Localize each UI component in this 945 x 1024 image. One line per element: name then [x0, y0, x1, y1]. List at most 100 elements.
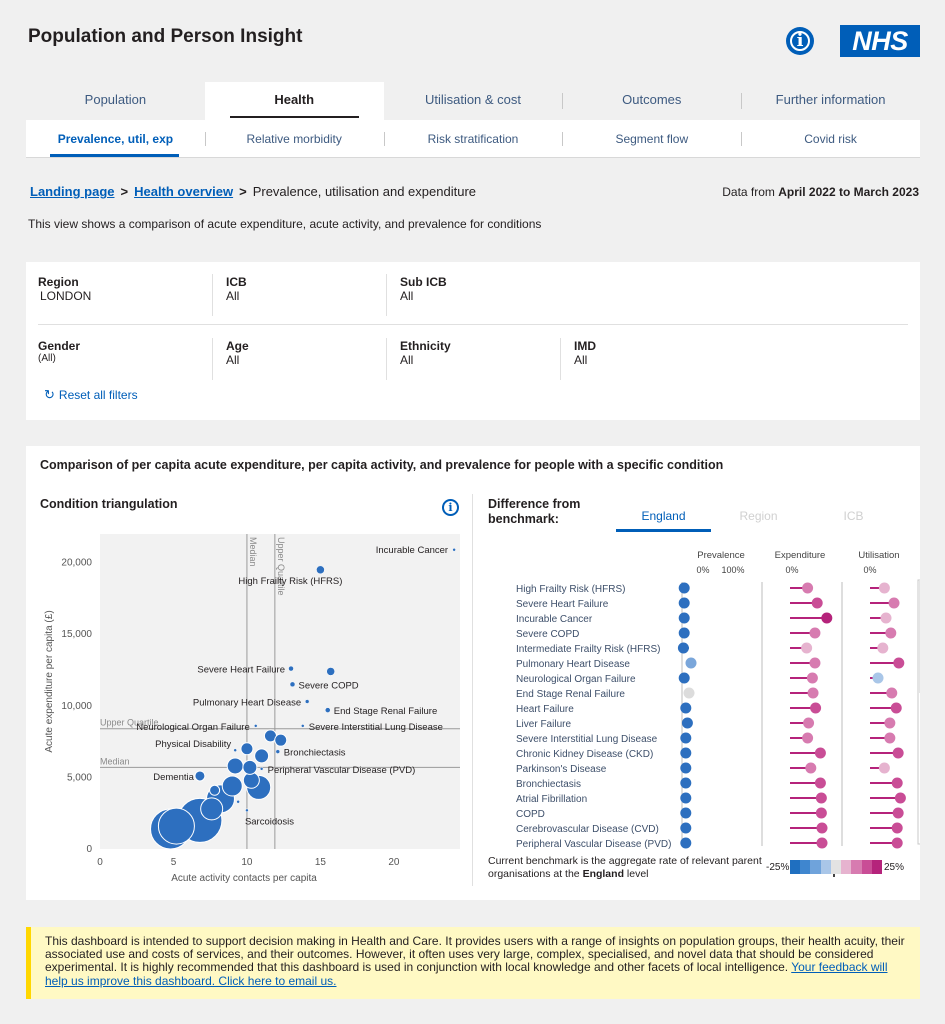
filter-sub-icb[interactable]: Sub ICB All	[400, 275, 447, 303]
subtab-relative-morbidity[interactable]: Relative morbidity	[204, 120, 384, 157]
expenditure-dot[interactable]	[803, 717, 815, 729]
scatter-point[interactable]	[254, 748, 270, 764]
utilisation-dot[interactable]	[880, 612, 892, 624]
scatter-point[interactable]	[157, 807, 195, 845]
tab-further-information[interactable]: Further information	[741, 82, 920, 120]
filter-ethnicity[interactable]: Ethnicity All	[400, 339, 451, 367]
utilisation-dot[interactable]	[891, 822, 903, 834]
feedback-email-link[interactable]: Your feedback will help us improve this …	[45, 960, 888, 988]
prevalence-dot[interactable]	[680, 807, 692, 819]
expenditure-dot[interactable]	[811, 597, 823, 609]
scatter-point[interactable]	[233, 748, 237, 752]
utilisation-dot[interactable]	[878, 762, 890, 774]
filter-ethnicity-value[interactable]: All	[400, 353, 414, 367]
prevalence-dot[interactable]	[683, 687, 695, 699]
filter-gender-value[interactable]: (All)	[38, 353, 56, 364]
utilisation-dot[interactable]	[892, 747, 904, 759]
scatter-point[interactable]	[304, 699, 310, 704]
utilisation-dot[interactable]	[885, 627, 897, 639]
utilisation-dot[interactable]	[886, 687, 898, 699]
tab-utilisation-cost[interactable]: Utilisation & cost	[424, 92, 522, 107]
subtab-risk-stratification[interactable]: Risk stratification	[383, 120, 563, 157]
expenditure-dot[interactable]	[816, 837, 828, 849]
scatter-point[interactable]	[240, 742, 254, 756]
utilisation-dot[interactable]	[894, 792, 906, 804]
scatter-point[interactable]	[325, 707, 331, 713]
utilisation-dot[interactable]	[891, 837, 903, 849]
subtab-prevalence-util-exp[interactable]: Prevalence, util, exp	[26, 120, 205, 157]
scrollbar-thumb[interactable]	[919, 581, 920, 693]
filter-sub-icb-value[interactable]: All	[400, 289, 414, 303]
expenditure-dot[interactable]	[801, 642, 813, 654]
expenditure-dot[interactable]	[809, 627, 821, 639]
scatter-point[interactable]	[259, 767, 264, 771]
benchmark-tab-icb[interactable]: ICB	[843, 509, 864, 523]
expenditure-dot[interactable]	[815, 792, 827, 804]
filter-icb[interactable]: ICB All	[226, 275, 247, 303]
expenditure-dot[interactable]	[816, 822, 828, 834]
prevalence-dot[interactable]	[680, 747, 692, 759]
prevalence-dot[interactable]	[677, 642, 689, 654]
prevalence-dot[interactable]	[678, 627, 690, 639]
utilisation-dot[interactable]	[884, 717, 896, 729]
scatter-point[interactable]	[242, 759, 258, 775]
prevalence-dot[interactable]	[680, 822, 692, 834]
expenditure-dot[interactable]	[821, 612, 833, 624]
scatter-point[interactable]	[221, 775, 243, 797]
filter-gender[interactable]: Gender (All)	[38, 339, 80, 364]
scatter-point[interactable]	[200, 797, 224, 821]
utilisation-dot[interactable]	[884, 732, 896, 744]
scatter-point[interactable]	[254, 724, 258, 728]
breadcrumb-health-overview[interactable]: Health overview	[134, 184, 234, 199]
scatter-point[interactable]	[452, 548, 456, 552]
scatter-point[interactable]	[274, 733, 288, 747]
tab-outcomes[interactable]: Outcomes	[562, 82, 741, 120]
prevalence-dot[interactable]	[678, 597, 690, 609]
utilisation-dot[interactable]	[872, 672, 884, 684]
scatter-point[interactable]	[245, 808, 249, 813]
expenditure-dot[interactable]	[809, 657, 821, 669]
prevalence-dot[interactable]	[678, 612, 690, 624]
expenditure-dot[interactable]	[806, 672, 818, 684]
subtab-segment-flow[interactable]: Segment flow	[562, 120, 741, 157]
prevalence-dot[interactable]	[681, 717, 693, 729]
prevalence-dot[interactable]	[680, 792, 692, 804]
utilisation-dot[interactable]	[878, 582, 890, 594]
utilisation-dot[interactable]	[877, 642, 889, 654]
reset-filters-button[interactable]: ↻ Reset all filters	[44, 387, 138, 403]
info-icon[interactable]: i	[442, 499, 459, 516]
expenditure-dot[interactable]	[814, 777, 826, 789]
expenditure-dot[interactable]	[805, 762, 817, 774]
tab-population[interactable]: Population	[84, 92, 147, 107]
benchmark-tab-region[interactable]: Region	[739, 509, 778, 523]
scatter-point[interactable]	[275, 749, 281, 754]
prevalence-dot[interactable]	[680, 762, 692, 774]
filter-icb-value[interactable]: All	[226, 289, 240, 303]
prevalence-dot[interactable]	[685, 657, 697, 669]
scrollbar[interactable]	[917, 579, 920, 845]
utilisation-dot[interactable]	[888, 597, 900, 609]
filter-region-value[interactable]: LONDON	[40, 289, 92, 303]
filter-region[interactable]: Region LONDON	[38, 275, 91, 303]
prevalence-dot[interactable]	[680, 777, 692, 789]
scatter-point[interactable]	[194, 770, 206, 782]
scatter-point[interactable]	[289, 681, 296, 688]
scatter-point[interactable]	[226, 757, 244, 775]
expenditure-dot[interactable]	[802, 732, 814, 744]
utilisation-dot[interactable]	[890, 702, 902, 714]
scatter-point[interactable]	[209, 784, 221, 796]
utilisation-dot[interactable]	[892, 807, 904, 819]
filter-imd-value[interactable]: All	[574, 353, 588, 367]
tab-health[interactable]: Health	[204, 82, 384, 120]
filter-imd[interactable]: IMD All	[574, 339, 596, 367]
expenditure-dot[interactable]	[802, 582, 814, 594]
subtab-covid-risk[interactable]: Covid risk	[741, 120, 920, 157]
prevalence-dot[interactable]	[678, 582, 690, 594]
prevalence-dot[interactable]	[680, 702, 692, 714]
scatter-point[interactable]	[236, 800, 240, 804]
scatter-point[interactable]	[288, 665, 294, 672]
scatter-point[interactable]	[316, 565, 325, 575]
expenditure-dot[interactable]	[810, 702, 822, 714]
info-icon[interactable]: i	[786, 27, 814, 55]
filter-age-value[interactable]: All	[226, 353, 240, 367]
